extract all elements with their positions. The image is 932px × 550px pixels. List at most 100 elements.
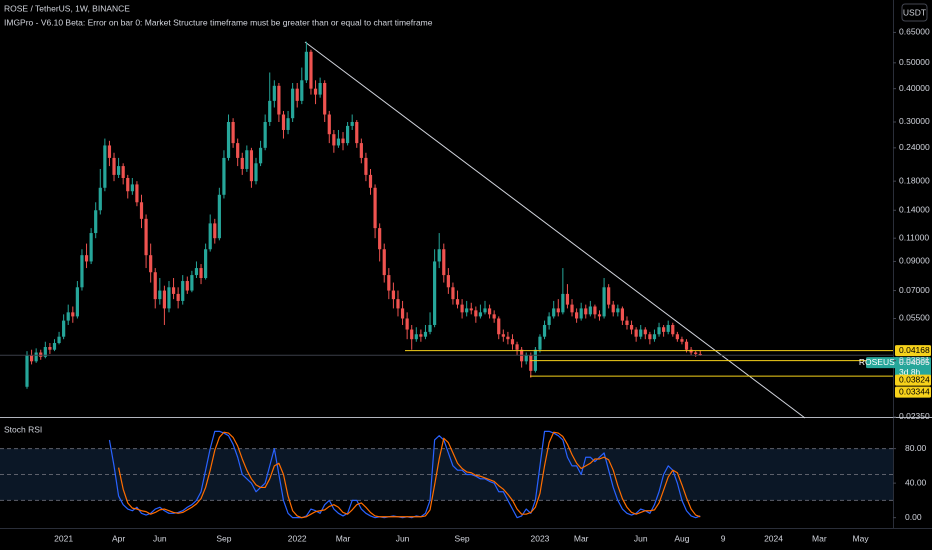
x-tick-label: Sep: [216, 533, 231, 543]
y-tick-label: 0.40000: [899, 83, 930, 93]
candle-body: [226, 121, 231, 158]
candle-body: [639, 329, 643, 337]
candle-body: [460, 304, 464, 313]
candle-body: [584, 308, 588, 315]
x-tick-label: Jun: [396, 533, 410, 543]
candle-body: [382, 249, 386, 276]
candle-body: [556, 308, 560, 313]
candle-body: [657, 327, 661, 335]
candle-body: [643, 329, 647, 335]
candle-body: [291, 88, 295, 119]
candle-body: [98, 187, 102, 211]
candle-body: [410, 329, 414, 340]
candle-body: [648, 334, 652, 340]
y-tick-label: 0.65000: [899, 27, 930, 37]
candle-body: [400, 308, 405, 319]
candle-body: [474, 310, 478, 317]
candle-body: [240, 157, 244, 169]
candle-body: [327, 114, 331, 135]
candle-body: [414, 334, 418, 340]
candle-body: [268, 100, 272, 122]
candle-body: [71, 312, 75, 317]
indicator-y-tick-label: 80.00: [905, 443, 927, 453]
candle-body: [629, 324, 634, 330]
x-tick-label: Apr: [112, 533, 125, 543]
candle-body: [698, 353, 702, 356]
candle-body: [190, 275, 194, 291]
candle-body: [281, 114, 286, 130]
candle-body: [465, 308, 469, 313]
candle-body: [185, 281, 189, 291]
candle-body: [309, 51, 313, 89]
candle-body: [652, 334, 657, 340]
candle-body: [208, 223, 212, 250]
candle-body: [684, 341, 689, 350]
candle-body: [158, 290, 162, 300]
candle-body: [39, 352, 43, 357]
candle-body: [350, 121, 354, 126]
candle-body: [666, 324, 670, 332]
candle-body: [43, 346, 47, 357]
candle-body: [538, 336, 542, 350]
candle-body: [529, 355, 533, 371]
candle-body: [483, 308, 487, 313]
candle-body: [121, 166, 125, 178]
currency-button[interactable]: [901, 3, 928, 22]
candle-body: [570, 304, 574, 313]
y-tick-label: 0.18000: [899, 175, 930, 185]
chart-subtitle: IMGPro - V6.10 Beta: Error on bar 0: Mar…: [4, 17, 433, 27]
candle-body: [162, 290, 166, 309]
candle-body: [593, 306, 597, 315]
candle-body: [346, 125, 350, 144]
x-tick-label: 2021: [54, 533, 73, 543]
last-price-box: [895, 357, 931, 380]
candle-body: [620, 308, 624, 321]
candle-body: [231, 121, 235, 144]
candle-body: [359, 143, 363, 158]
candle-body: [254, 163, 258, 182]
candle-body: [405, 318, 409, 330]
candle-body: [103, 145, 107, 188]
candle-body: [515, 344, 519, 350]
candle-body: [272, 85, 276, 101]
candle-body: [694, 352, 698, 354]
x-tick-label: Mar: [336, 533, 351, 543]
candle-body: [680, 339, 684, 342]
indicator-line: [118, 431, 701, 519]
candle-body: [662, 327, 666, 332]
candle-body: [29, 355, 34, 362]
candle-body: [181, 281, 185, 301]
candle-body: [112, 157, 116, 175]
indicator-y-tick-label: 0.00: [905, 512, 922, 522]
candle-body: [364, 157, 368, 175]
x-tick-label: Mar: [812, 533, 827, 543]
candle-body: [236, 143, 240, 158]
candle-body: [318, 83, 322, 95]
symbol-label-box: [866, 357, 899, 369]
candle-body: [126, 177, 130, 192]
candle-body: [497, 318, 501, 335]
candle-body: [547, 316, 551, 325]
candle-body: [341, 138, 345, 144]
candle-body: [84, 255, 89, 262]
candle-body: [139, 202, 144, 219]
candle-body: [62, 320, 66, 337]
x-tick-label: Sep: [455, 533, 470, 543]
currency-label[interactable]: USDT: [903, 7, 926, 17]
candle-body: [451, 287, 455, 300]
candle-body: [199, 268, 203, 279]
candle-body: [396, 299, 400, 309]
candle-body: [446, 275, 450, 288]
candle-body: [171, 287, 176, 294]
y-tick-label: 0.11000: [899, 232, 929, 242]
x-tick-label: 2022: [288, 533, 307, 543]
candles: [25, 41, 702, 389]
candle-body: [89, 233, 93, 262]
candle-body: [602, 287, 606, 317]
candle-body: [391, 290, 395, 300]
candle-body: [428, 324, 432, 332]
candle-body: [295, 88, 299, 101]
candle-body: [552, 308, 556, 317]
candle-body: [378, 228, 382, 250]
